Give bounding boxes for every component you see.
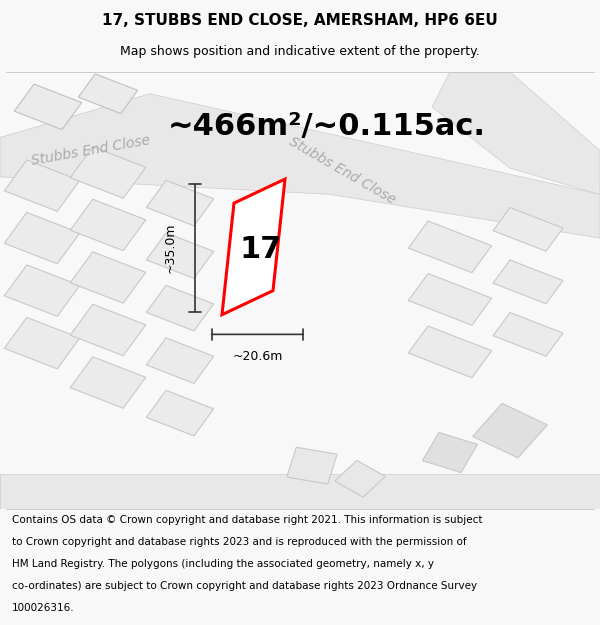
Text: 100026316.: 100026316. (12, 603, 74, 613)
Polygon shape (146, 338, 214, 383)
Polygon shape (432, 72, 600, 194)
Polygon shape (4, 213, 80, 264)
Polygon shape (335, 461, 385, 497)
Text: ~466m²/~0.115ac.: ~466m²/~0.115ac. (168, 112, 486, 141)
Polygon shape (70, 252, 146, 303)
Polygon shape (422, 432, 478, 472)
Polygon shape (70, 199, 146, 251)
Polygon shape (409, 326, 491, 378)
Text: Stubbs End Close: Stubbs End Close (286, 134, 398, 206)
Polygon shape (146, 233, 214, 278)
Polygon shape (409, 221, 491, 272)
Text: Map shows position and indicative extent of the property.: Map shows position and indicative extent… (120, 45, 480, 58)
Text: Stubbs End Close: Stubbs End Close (30, 133, 151, 168)
Polygon shape (70, 304, 146, 356)
Polygon shape (79, 74, 137, 114)
Polygon shape (0, 94, 600, 238)
Polygon shape (70, 147, 146, 198)
Text: HM Land Registry. The polygons (including the associated geometry, namely x, y: HM Land Registry. The polygons (includin… (12, 559, 434, 569)
Text: ~20.6m: ~20.6m (232, 350, 283, 362)
Text: Contains OS data © Crown copyright and database right 2021. This information is : Contains OS data © Crown copyright and d… (12, 515, 482, 525)
Polygon shape (4, 160, 80, 211)
Polygon shape (493, 312, 563, 356)
Polygon shape (0, 474, 600, 509)
Polygon shape (146, 391, 214, 436)
Polygon shape (287, 448, 337, 484)
Polygon shape (473, 403, 547, 458)
Polygon shape (493, 208, 563, 251)
Polygon shape (4, 318, 80, 369)
Polygon shape (70, 357, 146, 408)
Text: to Crown copyright and database rights 2023 and is reproduced with the permissio: to Crown copyright and database rights 2… (12, 537, 467, 547)
Polygon shape (146, 181, 214, 226)
Polygon shape (146, 286, 214, 331)
Polygon shape (409, 274, 491, 325)
Text: ~35.0m: ~35.0m (163, 222, 176, 273)
Polygon shape (14, 84, 82, 129)
Polygon shape (4, 265, 80, 316)
Text: 17: 17 (240, 234, 282, 264)
Polygon shape (493, 260, 563, 304)
Text: co-ordinates) are subject to Crown copyright and database rights 2023 Ordnance S: co-ordinates) are subject to Crown copyr… (12, 581, 477, 591)
Text: 17, STUBBS END CLOSE, AMERSHAM, HP6 6EU: 17, STUBBS END CLOSE, AMERSHAM, HP6 6EU (102, 12, 498, 28)
Polygon shape (222, 179, 285, 315)
